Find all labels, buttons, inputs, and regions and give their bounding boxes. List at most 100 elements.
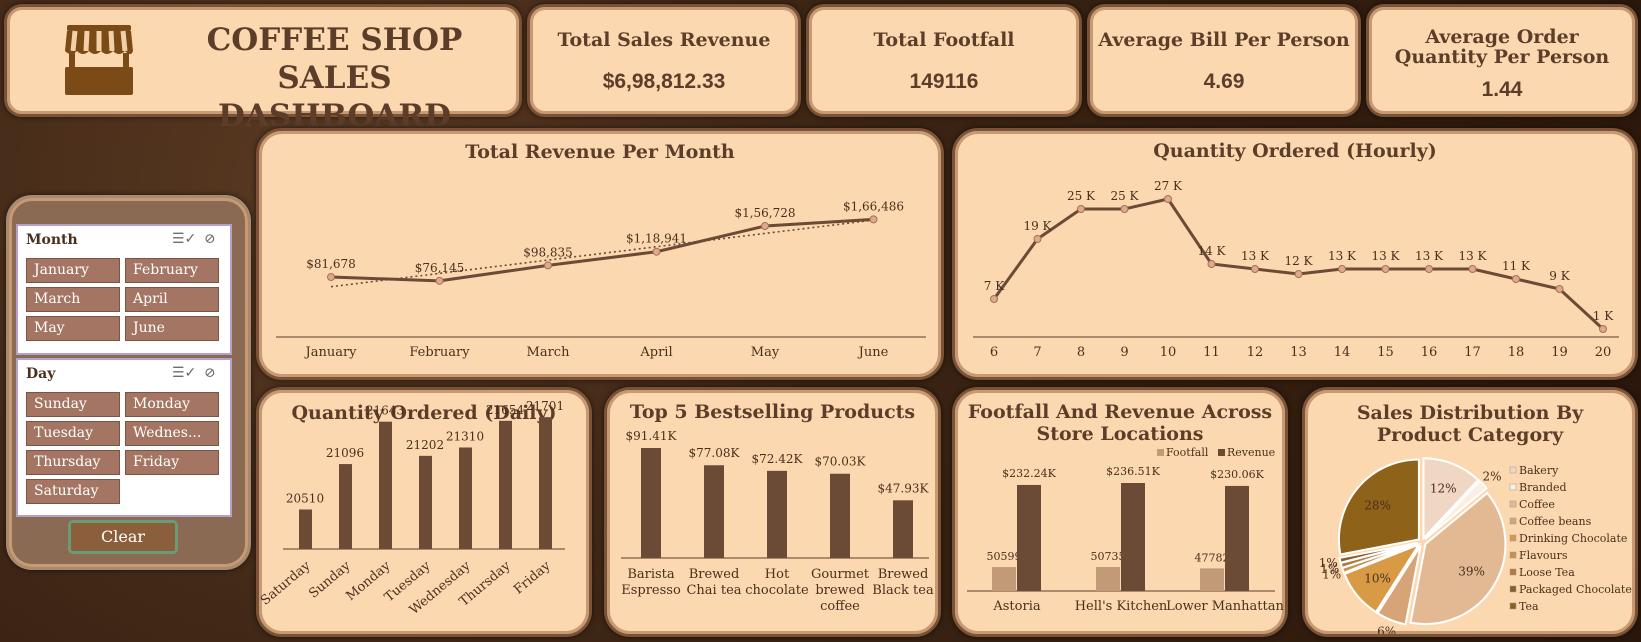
chart-title: Quantity Ordered (Daily) [291, 402, 557, 424]
slice-label: 1% [1319, 556, 1338, 570]
legend-label-footfall: Footfall [1166, 446, 1209, 459]
data-label: $230.06K [1210, 468, 1264, 481]
slicer-item-wednesday[interactable]: Wednes... [125, 421, 219, 446]
slicer-item-monday[interactable]: Monday [125, 392, 219, 417]
legend-label: Tea [1519, 600, 1539, 613]
x-tick-label: Brewed [878, 567, 929, 582]
multi-select-icon[interactable]: ☰✓ [172, 231, 197, 247]
slicer-item-january[interactable]: January [26, 258, 120, 283]
data-point [544, 261, 552, 270]
legend-swatch [1509, 466, 1517, 474]
slice-label: 10% [1364, 572, 1391, 586]
legend-swatch [1509, 483, 1517, 491]
data-label: 11 K [1502, 259, 1531, 273]
slicer-item-tuesday[interactable]: Tuesday [26, 421, 120, 446]
top-products-panel: Top 5 Bestselling Products $91.41K Barist… [604, 387, 941, 637]
data-label: 21643 [366, 404, 404, 418]
data-point [327, 273, 335, 282]
x-tick-label: Astoria [992, 599, 1040, 614]
legend-swatch [1509, 500, 1517, 508]
slice-label: 6% [1377, 624, 1396, 634]
slicer-item-february[interactable]: February [125, 258, 219, 283]
legend-swatch [1509, 551, 1517, 559]
x-tick-label: brewed [815, 583, 864, 598]
kpi-value: $6,98,812.33 [602, 70, 726, 93]
dashboard-title-line2: SALES DASHBOARD [217, 60, 452, 134]
kpi-label-line1: Average Order [1425, 26, 1579, 48]
data-label: $47.93K [878, 481, 930, 495]
daily-quantity-chart: 20510Saturday21096Sunday21643Monday21202… [259, 399, 565, 618]
data-point [1207, 260, 1216, 268]
data-point [1033, 235, 1042, 243]
x-tick-label: Gourmet [811, 567, 870, 582]
data-label: 21701 [526, 399, 564, 413]
x-tick-label: 9 [1120, 345, 1128, 360]
x-tick-label: 10 [1160, 345, 1177, 360]
x-tick-label: Hell's Kitchen [1075, 599, 1168, 614]
clear-button[interactable]: Clear [68, 520, 178, 554]
data-label: 20510 [286, 491, 324, 505]
data-label: 9 K [1549, 269, 1570, 283]
pie-slice [1343, 542, 1422, 614]
x-tick-label: coffee [820, 599, 860, 614]
multi-select-icon[interactable]: ☰✓ [172, 365, 197, 381]
data-point [761, 222, 769, 231]
x-tick-label: 18 [1508, 345, 1525, 360]
x-tick-label: February [409, 345, 470, 360]
chart-title-line2: Product Category [1376, 424, 1564, 446]
slice-label: 2% [1482, 469, 1501, 483]
x-tick-label: chocolate [745, 583, 809, 598]
data-label: 12 K [1284, 254, 1313, 268]
bar [539, 417, 552, 549]
slice-label: 1% [1322, 568, 1341, 582]
legend-label: Coffee [1519, 498, 1555, 511]
x-tick-label: 12 [1247, 345, 1264, 360]
data-label: 27 K [1154, 179, 1183, 193]
bar-footfall [992, 567, 1016, 591]
bar [767, 470, 787, 558]
data-label: 25 K [1110, 189, 1139, 203]
slicer-item-april[interactable]: April [125, 287, 219, 312]
data-label: $77.08K [689, 446, 741, 460]
slicer-item-may[interactable]: May [26, 316, 120, 341]
slicer-title: Month [26, 232, 78, 248]
slice-label: 12% [1430, 481, 1457, 495]
data-label: 7 K [984, 279, 1005, 293]
top-products-chart: $91.41KBaristaEspresso$77.08KBrewedChai … [621, 429, 934, 614]
slicer-item-friday[interactable]: Friday [125, 450, 219, 475]
data-label: 13 K [1371, 249, 1400, 263]
slicer-item-saturday[interactable]: Saturday [26, 479, 120, 504]
data-label: 14 K [1197, 244, 1226, 258]
data-label: 50735 [1091, 550, 1126, 563]
kpi-card-total-footfall: Total Footfall 149116 [806, 4, 1082, 117]
chart-title-line1: Sales Distribution By [1356, 402, 1584, 424]
legend-swatch [1509, 602, 1517, 610]
x-tick-label: April [639, 345, 672, 360]
slicer-item-march[interactable]: March [26, 287, 120, 312]
slicer-item-sunday[interactable]: Sunday [26, 392, 120, 417]
slicer-item-june[interactable]: June [125, 316, 219, 341]
kpi-value: 1.44 [1481, 78, 1523, 101]
category-distribution-chart: 12% 2% 39% 6% 10% 1%1%1% 28% Bakery Branded Coffe… [1319, 457, 1632, 634]
x-tick-label: Hot [765, 567, 790, 582]
clear-filter-icon[interactable]: ⊘ [204, 231, 216, 247]
bar-footfall [1096, 567, 1120, 591]
clear-filter-icon[interactable]: ⊘ [204, 365, 216, 381]
x-tick-label: Chai tea [686, 583, 741, 598]
title-panel: COFFEE SHOP SALES DASHBOARD [4, 4, 522, 134]
kpi-label: Average Bill Per Person [1098, 29, 1350, 51]
revenue-per-month-chart: $81,678 January $76,145 February $98,835 Marc… [276, 199, 926, 360]
store-locations-panel: Footfall And Revenue Across Store Locati… [952, 387, 1288, 637]
bar-revenue [1225, 485, 1249, 591]
bar [419, 455, 432, 549]
slicer-item-thursday[interactable]: Thursday [26, 450, 120, 475]
data-point [435, 276, 444, 285]
dashboard-title-line1: COFFEE SHOP [206, 22, 463, 58]
x-tick-label: 16 [1421, 345, 1438, 360]
x-tick-label: Lower Manhattan [1166, 599, 1284, 614]
pie-slice [1338, 541, 1419, 564]
data-point [1251, 265, 1259, 273]
x-tick-label: Friday [511, 558, 554, 597]
legend-swatch [1509, 568, 1517, 576]
legend-label: Loose Tea [1519, 566, 1575, 579]
